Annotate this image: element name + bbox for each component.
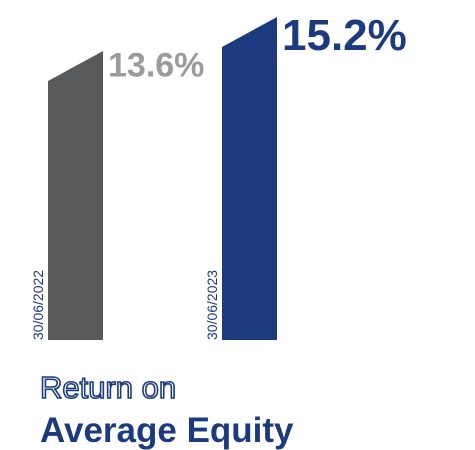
chart-title-line: Return on [40, 370, 176, 405]
bar [48, 51, 103, 340]
value-label: 15.2% [282, 11, 407, 60]
bar [222, 17, 277, 340]
x-tick-label: 30/06/2023 [204, 270, 220, 340]
chart-title-line: Average Equity [40, 411, 294, 450]
x-tick-label: 30/06/2022 [30, 270, 46, 340]
value-label: 13.6% [108, 47, 204, 85]
